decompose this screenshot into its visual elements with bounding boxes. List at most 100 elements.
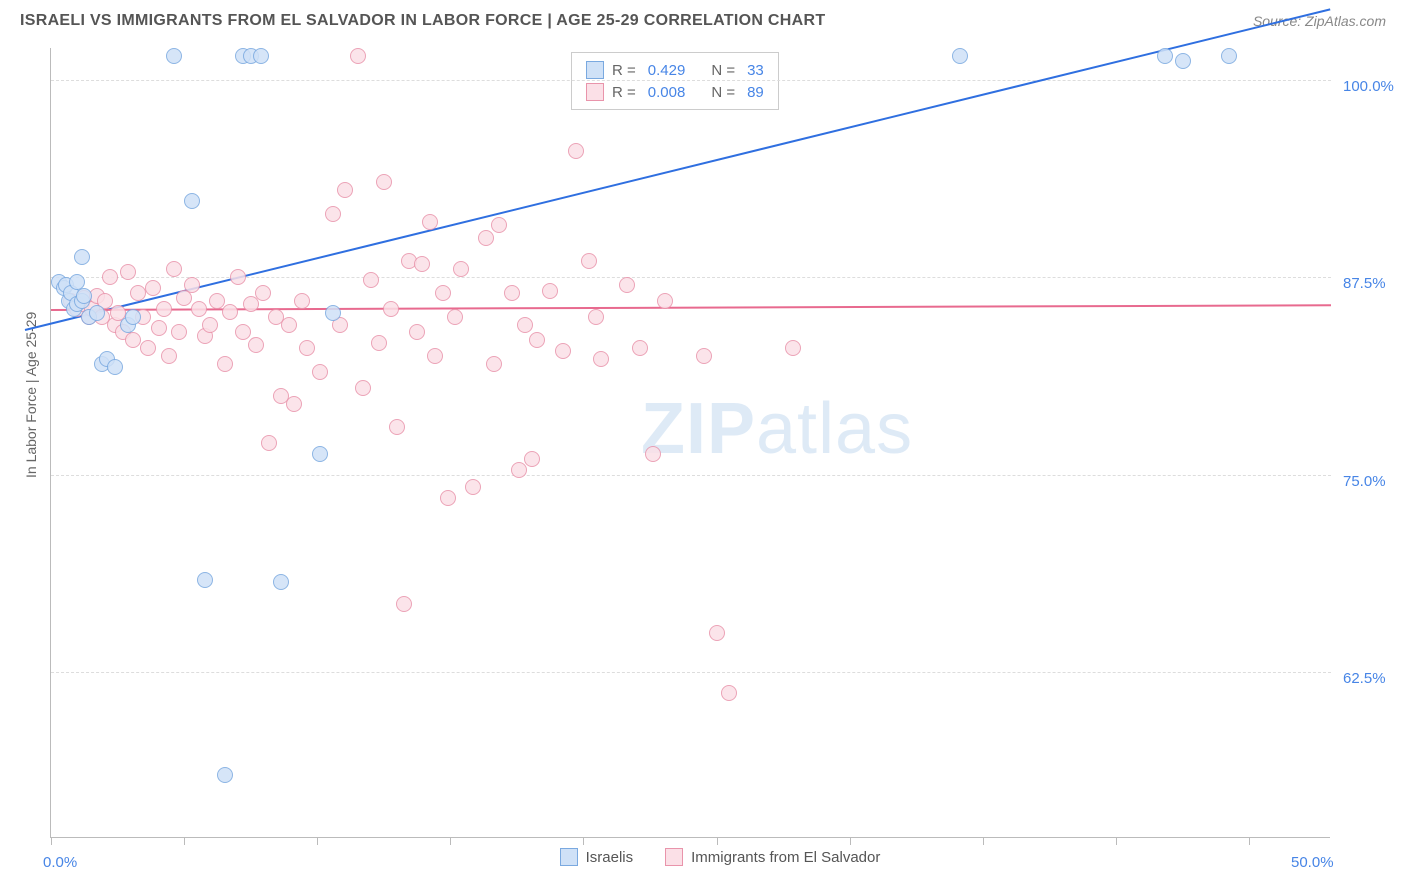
legend-swatch bbox=[586, 61, 604, 79]
source-attribution: Source: ZipAtlas.com bbox=[1253, 13, 1386, 29]
x-tick bbox=[717, 837, 718, 845]
data-point bbox=[184, 277, 200, 293]
n-value: 33 bbox=[747, 62, 764, 79]
legend-item: Israelis bbox=[560, 848, 634, 866]
data-point bbox=[355, 380, 371, 396]
header: ISRAELI VS IMMIGRANTS FROM EL SALVADOR I… bbox=[0, 0, 1406, 38]
data-point bbox=[261, 435, 277, 451]
r-label: R = bbox=[612, 84, 636, 101]
data-point bbox=[511, 462, 527, 478]
r-value: 0.429 bbox=[648, 62, 686, 79]
data-point bbox=[325, 206, 341, 222]
y-tick-label: 87.5% bbox=[1343, 275, 1386, 292]
data-point bbox=[542, 283, 558, 299]
data-point bbox=[120, 264, 136, 280]
data-point bbox=[140, 340, 156, 356]
data-point bbox=[409, 324, 425, 340]
n-label: N = bbox=[711, 62, 735, 79]
data-point bbox=[721, 685, 737, 701]
data-point bbox=[166, 261, 182, 277]
x-tick bbox=[1116, 837, 1117, 845]
data-point bbox=[581, 253, 597, 269]
data-point bbox=[517, 317, 533, 333]
data-point bbox=[1175, 53, 1191, 69]
data-point bbox=[952, 48, 968, 64]
data-point bbox=[281, 317, 297, 333]
data-point bbox=[619, 277, 635, 293]
data-point bbox=[230, 269, 246, 285]
data-point bbox=[465, 479, 481, 495]
y-tick-label: 75.0% bbox=[1343, 473, 1386, 490]
chart-container: In Labor Force | Age 25-29 ZIPatlas R =0… bbox=[50, 48, 1390, 838]
data-point bbox=[273, 574, 289, 590]
legend-label: Israelis bbox=[586, 849, 634, 866]
chart-title: ISRAELI VS IMMIGRANTS FROM EL SALVADOR I… bbox=[20, 12, 825, 30]
data-point bbox=[350, 48, 366, 64]
data-point bbox=[371, 335, 387, 351]
r-label: R = bbox=[612, 62, 636, 79]
gridline-h bbox=[51, 475, 1331, 476]
data-point bbox=[491, 217, 507, 233]
r-value: 0.008 bbox=[648, 84, 686, 101]
watermark: ZIPatlas bbox=[641, 388, 913, 470]
legend-item: Immigrants from El Salvador bbox=[665, 848, 880, 866]
data-point bbox=[363, 272, 379, 288]
data-point bbox=[107, 359, 123, 375]
data-point bbox=[440, 490, 456, 506]
data-point bbox=[486, 356, 502, 372]
data-point bbox=[504, 285, 520, 301]
x-tick bbox=[983, 837, 984, 845]
data-point bbox=[197, 572, 213, 588]
data-point bbox=[171, 324, 187, 340]
legend-swatch bbox=[560, 848, 578, 866]
data-point bbox=[1157, 48, 1173, 64]
data-point bbox=[217, 767, 233, 783]
data-point bbox=[255, 285, 271, 301]
data-point bbox=[1221, 48, 1237, 64]
data-point bbox=[299, 340, 315, 356]
legend-label: Immigrants from El Salvador bbox=[691, 849, 880, 866]
x-tick bbox=[1249, 837, 1250, 845]
data-point bbox=[222, 304, 238, 320]
data-point bbox=[709, 625, 725, 641]
series-legend: Israelis Immigrants from El Salvador bbox=[50, 848, 1390, 866]
data-point bbox=[184, 193, 200, 209]
x-tick bbox=[850, 837, 851, 845]
x-tick bbox=[583, 837, 584, 845]
data-point bbox=[286, 396, 302, 412]
data-point bbox=[524, 451, 540, 467]
data-point bbox=[588, 309, 604, 325]
data-point bbox=[74, 249, 90, 265]
data-point bbox=[325, 305, 341, 321]
data-point bbox=[414, 256, 430, 272]
data-point bbox=[243, 296, 259, 312]
legend-row: R = 0.429 N = 33 bbox=[586, 59, 764, 81]
data-point bbox=[253, 48, 269, 64]
legend-swatch bbox=[665, 848, 683, 866]
data-point bbox=[151, 320, 167, 336]
data-point bbox=[696, 348, 712, 364]
data-point bbox=[102, 269, 118, 285]
data-point bbox=[294, 293, 310, 309]
data-point bbox=[89, 305, 105, 321]
y-tick-label: 100.0% bbox=[1343, 78, 1394, 95]
data-point bbox=[76, 288, 92, 304]
data-point bbox=[453, 261, 469, 277]
data-point bbox=[389, 419, 405, 435]
x-tick bbox=[184, 837, 185, 845]
data-point bbox=[568, 143, 584, 159]
correlation-legend: R =0.429N =33R =0.008N =89 bbox=[571, 52, 779, 110]
data-point bbox=[529, 332, 545, 348]
data-point bbox=[427, 348, 443, 364]
x-tick bbox=[450, 837, 451, 845]
data-point bbox=[235, 324, 251, 340]
n-label: N = bbox=[711, 84, 735, 101]
gridline-h bbox=[51, 80, 1331, 81]
data-point bbox=[161, 348, 177, 364]
data-point bbox=[191, 301, 207, 317]
data-point bbox=[202, 317, 218, 333]
data-point bbox=[632, 340, 648, 356]
data-point bbox=[785, 340, 801, 356]
legend-row: R =0.008N =89 bbox=[586, 81, 764, 103]
data-point bbox=[248, 337, 264, 353]
